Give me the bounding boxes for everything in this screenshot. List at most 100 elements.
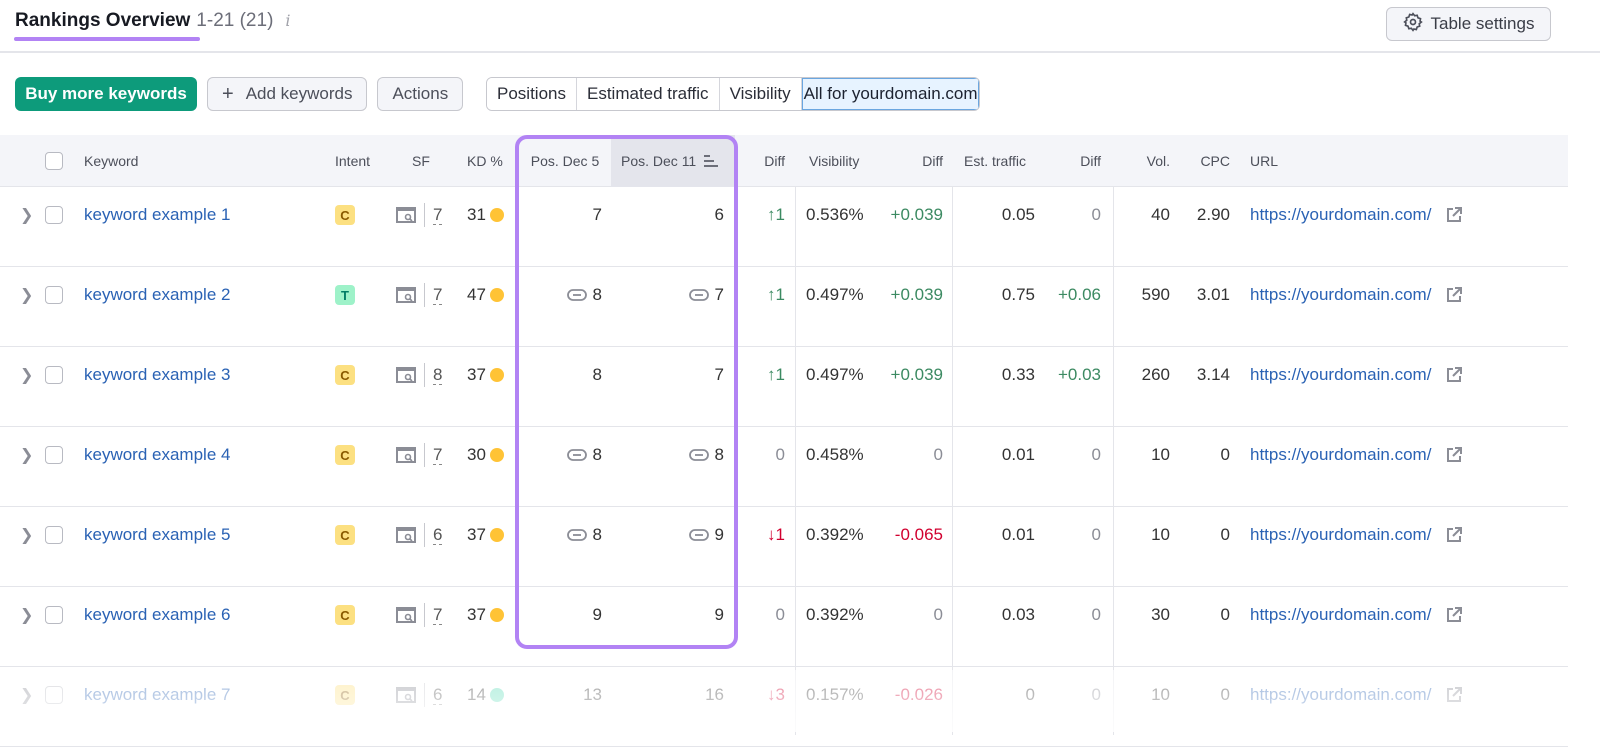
pos-dec-5-value[interactable]: 7 [592,205,602,224]
pos-dec-5-value[interactable]: 8 [592,445,602,464]
external-link-icon[interactable] [1445,526,1463,544]
keyword-link[interactable]: keyword example 1 [84,205,231,224]
external-link-icon[interactable] [1445,366,1463,384]
pos-dec-11-value[interactable]: 8 [714,445,724,464]
col-traffic-diff[interactable]: Diff [1080,153,1101,169]
keyword-cell: keyword example 1 [84,187,230,243]
chevron-right-icon[interactable]: ❯ [20,687,34,704]
pos-dec-11-value[interactable]: 9 [714,525,724,544]
add-keywords-button[interactable]: + Add keywords [207,77,368,111]
col-kd[interactable]: KD % [467,153,503,169]
tab-all-for-domain[interactable]: All for yourdomain.com [801,78,979,110]
intent-badge[interactable]: C [335,365,355,385]
serp-features-icon[interactable] [396,607,416,623]
row-checkbox[interactable] [45,526,63,544]
external-link-icon[interactable] [1445,686,1463,704]
pos-dec-11-value[interactable]: 9 [714,605,724,624]
col-url[interactable]: URL [1250,153,1279,169]
tab-positions[interactable]: Positions [487,78,577,110]
col-sf[interactable]: SF [412,153,430,169]
external-link-icon[interactable] [1445,606,1463,624]
intent-badge[interactable]: C [335,525,355,545]
intent-badge[interactable]: C [335,205,355,225]
visibility-cell: 0.536% [806,187,864,243]
col-visibility[interactable]: Visibility [809,153,860,169]
select-all-checkbox[interactable] [45,152,63,170]
chevron-right-icon[interactable]: ❯ [20,527,34,544]
col-est-traffic[interactable]: Est. traffic [964,153,1026,169]
row-checkbox[interactable] [45,206,63,224]
serp-features-icon[interactable] [396,687,416,703]
keyword-link[interactable]: keyword example 3 [84,365,231,384]
sf-count[interactable]: 7 [433,204,443,225]
url-link[interactable]: https://yourdomain.com/ [1250,205,1432,224]
chevron-right-icon[interactable]: ❯ [20,447,34,464]
external-link-icon[interactable] [1445,446,1463,464]
keyword-link[interactable]: keyword example 7 [84,685,231,704]
col-volume[interactable]: Vol. [1146,153,1170,169]
row-checkbox[interactable] [45,606,63,624]
chevron-right-icon[interactable]: ❯ [20,367,34,384]
col-diff[interactable]: Diff [764,153,785,169]
intent-badge[interactable]: C [335,445,355,465]
keyword-link[interactable]: keyword example 5 [84,525,231,544]
url-link[interactable]: https://yourdomain.com/ [1250,285,1432,304]
pos-dec-11-value[interactable]: 6 [714,205,724,224]
keyword-link[interactable]: keyword example 2 [84,285,231,304]
intent-badge[interactable]: C [335,605,355,625]
row-checkbox[interactable] [45,286,63,304]
row-checkbox[interactable] [45,686,63,704]
pos-dec-11-value[interactable]: 16 [705,685,724,704]
sf-count[interactable]: 7 [433,604,443,625]
actions-button[interactable]: Actions [377,77,464,111]
sf-count[interactable]: 7 [433,444,443,465]
serp-features-icon[interactable] [396,447,416,463]
col-pos-dec-11[interactable]: Pos. Dec 11 [611,135,735,187]
pos-dec-5-value[interactable]: 9 [592,605,602,624]
url-link[interactable]: https://yourdomain.com/ [1250,365,1432,384]
intent-badge[interactable]: T [335,285,355,305]
chevron-right-icon[interactable]: ❯ [20,287,34,304]
tab-estimated-traffic[interactable]: Estimated traffic [576,78,720,110]
url-link[interactable]: https://yourdomain.com/ [1250,605,1432,624]
pos-dec-11-value[interactable]: 7 [714,285,724,304]
keyword-link[interactable]: keyword example 4 [84,445,231,464]
chevron-right-icon[interactable]: ❯ [20,607,34,624]
pos-dec-5-value[interactable]: 13 [583,685,602,704]
keyword-link[interactable]: keyword example 6 [84,605,231,624]
table-settings-button[interactable]: Table settings [1386,7,1551,41]
url-link[interactable]: https://yourdomain.com/ [1250,445,1432,464]
sf-count[interactable]: 6 [433,524,443,545]
sf-count[interactable]: 8 [433,364,443,385]
external-link-icon[interactable] [1445,206,1463,224]
pos-dec-5-value[interactable]: 8 [592,365,602,384]
serp-features-icon[interactable] [396,527,416,543]
volume-cell: 40 [1120,187,1170,243]
buy-more-keywords-button[interactable]: Buy more keywords [15,77,197,111]
sf-count[interactable]: 7 [433,284,443,305]
col-cpc[interactable]: CPC [1200,153,1230,169]
row-checkbox[interactable] [45,446,63,464]
pos-dec-5-value[interactable]: 8 [592,285,602,304]
col-pos-dec-5[interactable]: Pos. Dec 5 [530,153,600,169]
info-icon[interactable]: i [285,11,291,30]
pos-dec-11-value[interactable]: 7 [714,365,724,384]
col-keyword[interactable]: Keyword [84,153,139,169]
sf-count[interactable]: 6 [433,684,443,705]
serp-features-icon[interactable] [396,207,416,223]
url-cell: https://yourdomain.com/ [1250,507,1463,563]
kd-difficulty-dot-icon [489,528,504,542]
external-link-icon[interactable] [1445,286,1463,304]
url-link[interactable]: https://yourdomain.com/ [1250,525,1432,544]
col-intent[interactable]: Intent [335,153,371,169]
serp-features-icon[interactable] [396,367,416,383]
chevron-right-icon[interactable]: ❯ [20,207,34,224]
page-title[interactable]: Rankings Overview [15,10,191,31]
row-checkbox[interactable] [45,366,63,384]
col-visibility-diff[interactable]: Diff [922,153,943,169]
tab-visibility[interactable]: Visibility [719,78,802,110]
url-link[interactable]: https://yourdomain.com/ [1250,685,1432,704]
intent-badge[interactable]: C [335,685,355,705]
serp-features-icon[interactable] [396,287,416,303]
pos-dec-5-value[interactable]: 8 [592,525,602,544]
